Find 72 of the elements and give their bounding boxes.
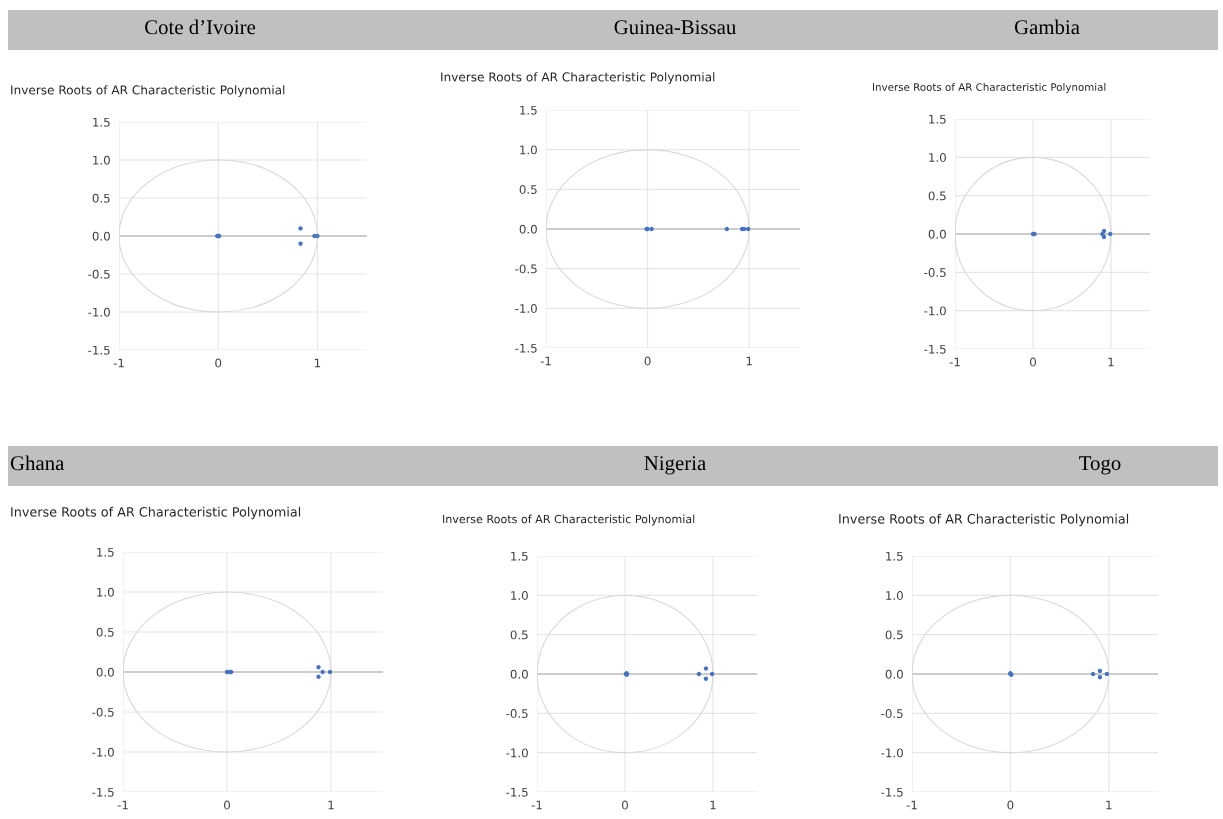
x-tick-label: 1 — [710, 800, 716, 810]
y-tick-label: -1.0 — [92, 747, 114, 757]
y-tick-label: -1.0 — [88, 307, 110, 317]
y-tick-label: -1.5 — [92, 787, 114, 797]
y-tick-label: -1.5 — [88, 345, 110, 355]
y-tick-label: 0.0 — [510, 669, 528, 679]
chart-subtitle: Inverse Roots of AR Characteristic Polynomial — [11, 85, 285, 97]
y-tick-label: 1.0 — [97, 587, 114, 597]
x-tick-label: -1 — [540, 356, 551, 366]
y-tick-label: 0.5 — [510, 630, 528, 640]
x-tick-label: 0 — [1030, 357, 1036, 367]
y-tick-label: 1.5 — [929, 114, 946, 124]
y-tick-label: 1.5 — [520, 105, 537, 115]
y-tick-label: 1.0 — [929, 153, 946, 162]
y-tick-label: 0.5 — [885, 630, 903, 640]
y-tick-label: 0.5 — [519, 185, 537, 194]
y-tick-label: -0.5 — [924, 268, 946, 277]
chart-title: Nigeria — [644, 456, 706, 475]
chart-title: Guinea-Bissau — [614, 20, 736, 35]
y-tick-label: 0.0 — [96, 667, 114, 677]
chart-title: Ghana — [10, 455, 65, 471]
x-tick-label: 0 — [215, 358, 222, 368]
chart-title: Togo — [1079, 456, 1121, 475]
x-tick-label: 0 — [1007, 800, 1014, 810]
y-tick-label: 1.0 — [93, 155, 110, 165]
y-tick-label: 1.5 — [93, 117, 110, 127]
chart-title: Cote d’Ivoire — [145, 19, 256, 35]
chart-subtitle: Inverse Roots of AR Characteristic Polynomial — [873, 83, 1106, 93]
y-tick-label: -1.0 — [506, 748, 528, 758]
x-tick-label: 0 — [644, 356, 651, 366]
chart-subtitle: Inverse Roots of AR Characteristic Polynomial — [11, 506, 301, 520]
x-tick-label: -1 — [531, 800, 542, 810]
x-tick-label: 0 — [224, 800, 230, 810]
x-tick-label: 1 — [314, 358, 321, 368]
y-tick-label: 1.5 — [886, 551, 903, 561]
y-tick-label: 1.0 — [511, 591, 528, 600]
y-tick-label: -1.5 — [881, 787, 903, 797]
y-tick-label: -0.5 — [515, 264, 537, 274]
y-tick-label: 0.0 — [928, 229, 946, 239]
x-tick-label: 1 — [746, 356, 752, 366]
y-tick-label: -0.5 — [881, 709, 903, 718]
y-tick-label: 0.5 — [92, 193, 110, 203]
y-tick-label: -0.5 — [506, 709, 528, 718]
y-tick-label: -1.5 — [515, 343, 537, 353]
y-tick-label: -1.5 — [924, 344, 946, 354]
chart-title: Gambia — [1014, 19, 1080, 35]
y-tick-label: 0.0 — [92, 231, 110, 241]
y-tick-label: 1.5 — [97, 547, 114, 557]
y-tick-label: 1.0 — [520, 145, 537, 155]
chart-subtitle: Inverse Roots of AR Characteristic Polynomial — [839, 513, 1129, 527]
y-tick-label: -1.0 — [881, 748, 903, 758]
x-tick-label: -1 — [949, 357, 960, 367]
y-tick-label: -0.5 — [88, 269, 110, 279]
y-tick-label: -0.5 — [92, 707, 114, 717]
x-tick-label: -1 — [906, 800, 917, 810]
y-tick-label: 0.5 — [928, 191, 946, 201]
x-tick-label: 1 — [328, 800, 334, 810]
x-tick-label: -1 — [117, 800, 128, 810]
y-tick-label: 0.0 — [519, 224, 537, 234]
chart-subtitle: Inverse Roots of AR Characteristic Polynomial — [443, 514, 695, 526]
y-tick-label: 0.5 — [96, 627, 114, 637]
y-tick-label: 0.0 — [885, 669, 903, 679]
y-tick-label: 1.0 — [886, 591, 903, 600]
x-tick-label: 0 — [622, 800, 628, 810]
x-tick-label: 1 — [1108, 357, 1114, 367]
chart-subtitle: Inverse Roots of AR Characteristic Polynomial — [441, 72, 715, 84]
y-tick-label: 1.5 — [511, 551, 528, 561]
x-tick-label: 1 — [1106, 800, 1112, 810]
y-tick-label: -1.5 — [506, 787, 528, 797]
x-tick-label: -1 — [113, 358, 124, 368]
y-tick-label: -1.0 — [924, 306, 946, 316]
y-tick-label: -1.0 — [515, 304, 537, 313]
